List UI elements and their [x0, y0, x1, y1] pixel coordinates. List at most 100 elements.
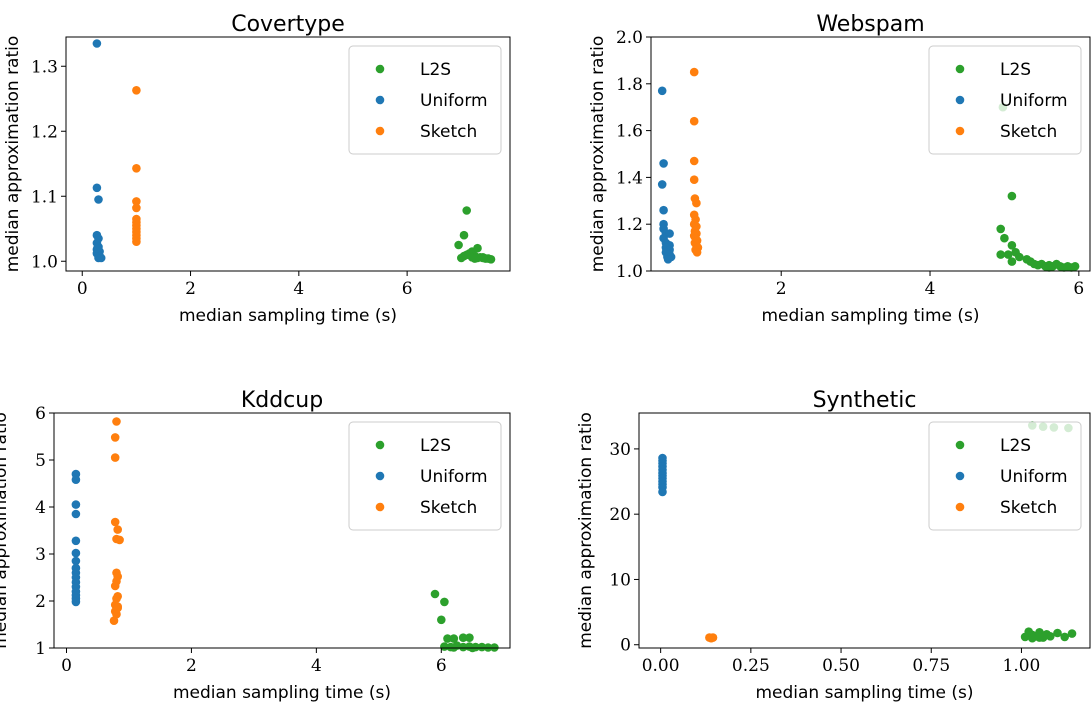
point-sketch-1	[689, 116, 699, 126]
legend-box	[348, 45, 502, 155]
chart-panel-3: 0 2 4 6 1 2 3 4 5 6 Kddcup median sampling time (s)…	[0, 388, 511, 703]
point-sketch-18	[109, 616, 119, 625]
y-axis-label: median approximation ratio	[588, 36, 608, 273]
point-l2s-1	[440, 597, 449, 607]
x-tick-label: 4	[311, 656, 322, 676]
point-l2s-16	[1035, 633, 1044, 642]
legend-box	[928, 421, 1082, 531]
point-uniform-2	[94, 195, 103, 204]
axes-frame	[53, 412, 511, 649]
y-axis-label: median approximation ratio	[0, 412, 11, 649]
point-l2s-3	[443, 634, 452, 643]
x-tick-label: 0.00	[642, 656, 680, 676]
point-l2s-24	[1044, 263, 1054, 272]
legend-marker-uniform	[375, 95, 385, 105]
legend-label-l2s: L2S	[420, 436, 451, 456]
point-l2s-4	[449, 634, 459, 643]
legend: L2S Uniform Sketch	[928, 45, 1082, 155]
x-tick-label: 0.25	[732, 656, 770, 676]
x-axis-label: median sampling time (s)	[179, 306, 397, 326]
legend-label-uniform: Uniform	[420, 467, 488, 487]
point-l2s-13	[477, 642, 487, 652]
legend-label-uniform: Uniform	[1000, 91, 1068, 111]
legend-marker-l2s	[375, 64, 385, 74]
y-axis-label: median approximation ratio	[3, 36, 23, 273]
point-l2s-9	[1015, 252, 1024, 262]
legend-marker-sketch	[955, 502, 965, 512]
axes-frame	[65, 36, 511, 272]
y-tick-label: 1	[35, 639, 46, 659]
chart-panel-1: 0 2 4 6 1.0 1.1 1.2 1.3 Covertype median sampling…	[3, 12, 511, 326]
point-sketch-17	[113, 603, 122, 613]
point-sketch-0	[112, 417, 121, 426]
legend-marker-uniform	[955, 95, 965, 105]
legend-marker-sketch	[375, 502, 385, 512]
point-l2s-18	[470, 254, 480, 263]
y-tick-label: 1.6	[616, 122, 643, 142]
point-sketch-3	[132, 203, 141, 213]
y-tick-label: 20	[609, 505, 631, 525]
y-tick-label: 5	[35, 451, 46, 471]
y-tick-label: 3	[35, 545, 46, 565]
point-l2s-2	[1007, 191, 1017, 201]
legend-label-sketch: Sketch	[420, 498, 477, 518]
point-l2s-15	[1028, 633, 1037, 643]
point-uniform-15	[71, 597, 81, 607]
x-tick-label: 4	[293, 279, 304, 299]
point-sketch-0	[132, 86, 141, 95]
point-uniform-3	[659, 205, 668, 215]
point-sketch-19	[692, 248, 702, 257]
legend: L2S Uniform Sketch	[928, 421, 1082, 531]
x-tick-label: 0.50	[822, 656, 860, 676]
point-l2s-8	[473, 243, 482, 253]
point-l2s-6	[1003, 250, 1013, 259]
legend-label-l2s: L2S	[1000, 436, 1031, 456]
point-l2s-13	[486, 254, 496, 264]
x-tick-label: 2	[776, 279, 787, 299]
legend-label-l2s: L2S	[1000, 60, 1031, 80]
point-uniform-4	[71, 536, 81, 546]
point-l2s-23	[1070, 262, 1080, 271]
x-tick-label: 0	[77, 279, 88, 299]
y-tick-label: 0	[620, 636, 631, 656]
chart-title: Webspam	[816, 12, 924, 37]
point-sketch-2	[132, 197, 141, 206]
legend: L2S Uniform Sketch	[348, 421, 502, 531]
y-axis-label: median approximation ratio	[576, 412, 596, 649]
legend-label-sketch: Sketch	[1000, 498, 1057, 518]
legend-label-sketch: Sketch	[1000, 122, 1057, 142]
point-uniform-11	[658, 487, 667, 497]
legend: L2S Uniform Sketch	[348, 45, 502, 155]
point-l2s-2	[437, 615, 446, 625]
legend-marker-uniform	[955, 471, 965, 481]
chart-title: Covertype	[231, 12, 345, 37]
legend-box	[348, 421, 502, 531]
axes-frame	[638, 412, 1091, 649]
point-sketch-5	[692, 198, 701, 208]
point-sketch-2	[689, 156, 699, 166]
point-uniform-7	[665, 229, 674, 238]
point-l2s-5	[1007, 241, 1017, 250]
point-uniform-14	[93, 243, 102, 253]
point-uniform-6	[71, 556, 81, 566]
point-l2s-1	[996, 224, 1005, 234]
y-tick-label: 1.4	[616, 168, 643, 188]
y-tick-label: 30	[609, 440, 631, 460]
y-tick-label: 1.2	[616, 215, 643, 235]
chart-title: Synthetic	[813, 388, 917, 413]
y-tick-label: 10	[609, 570, 631, 590]
x-tick-label: 6	[436, 656, 447, 676]
y-tick-label: 4	[35, 498, 46, 518]
point-l2s-1	[459, 230, 469, 240]
point-sketch-3	[110, 517, 120, 527]
y-tick-label: 1.1	[31, 187, 58, 207]
point-sketch-6	[115, 535, 124, 545]
point-uniform-3	[71, 509, 81, 519]
point-uniform-17	[663, 254, 673, 264]
y-tick-label: 6	[35, 404, 46, 424]
legend-label-uniform: Uniform	[420, 91, 488, 111]
x-tick-label: 6	[402, 279, 413, 299]
point-uniform-5	[71, 548, 81, 558]
point-sketch-2	[110, 453, 120, 462]
